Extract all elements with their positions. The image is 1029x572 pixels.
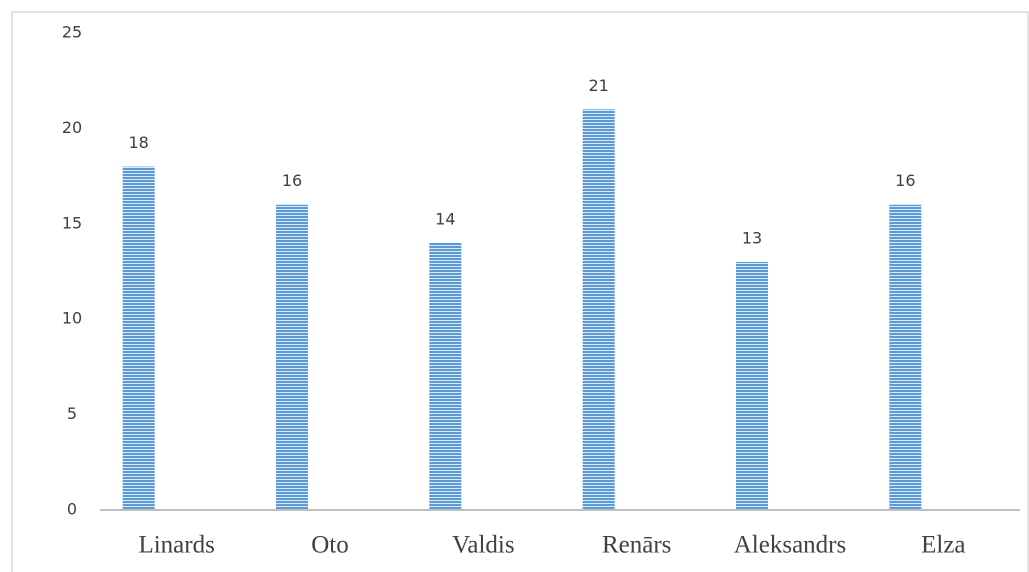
data-label: 21 — [588, 76, 608, 95]
bar — [736, 261, 768, 510]
chart-border — [11, 11, 1029, 572]
bar — [276, 204, 308, 510]
x-tick-label: Aleksandrs — [734, 532, 846, 559]
y-tick-label: 25 — [62, 23, 82, 42]
data-label: 14 — [435, 209, 455, 228]
bar — [889, 204, 922, 510]
x-tick-label: Linards — [138, 532, 214, 559]
bar — [429, 242, 462, 510]
y-tick-label: 15 — [62, 213, 82, 232]
data-label: 16 — [895, 171, 915, 190]
x-tick-label: Renārs — [602, 532, 671, 559]
x-tick-label: Oto — [311, 532, 349, 559]
bar — [122, 166, 155, 510]
x-tick-label: Valdis — [452, 532, 515, 559]
y-tick-label: 5 — [67, 404, 77, 423]
y-tick-label: 10 — [62, 309, 82, 328]
data-label: 16 — [282, 171, 302, 190]
y-tick-label: 20 — [62, 118, 82, 137]
bar — [582, 109, 615, 510]
data-label: 13 — [742, 228, 762, 247]
y-tick-label: 0 — [67, 500, 77, 519]
data-label: 18 — [128, 133, 148, 152]
x-tick-label: Elza — [921, 532, 965, 559]
